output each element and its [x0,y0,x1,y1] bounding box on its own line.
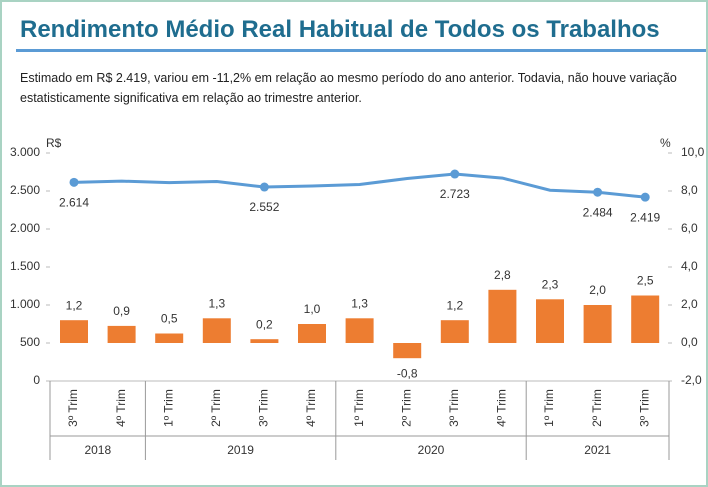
data-label: 1,2 [446,298,463,312]
bar [298,324,326,343]
bar [631,295,660,343]
y2-tick-label: 2,0 [681,297,698,311]
x-tick-label: 3º Trim [66,389,80,427]
data-label: 0,9 [113,304,130,318]
y-tick-label: 500 [20,335,40,349]
y2-tick-label: 0,0 [681,335,698,349]
line-marker [640,192,650,202]
bar [107,325,136,343]
y2-tick-label: 4,0 [681,259,698,273]
bar [202,318,231,343]
group-label: 2021 [584,443,611,457]
y2-tick-label: 6,0 [681,221,698,235]
chart-subtitle: Estimado em R$ 2.419, variou em -11,2% e… [20,71,677,105]
x-tick-label: 2º Trim [590,389,604,427]
y-tick-label: 2.000 [10,221,40,235]
chart-title: Rendimento Médio Real Habitual de Todos … [20,16,660,43]
data-label: 1,3 [208,296,225,310]
line [73,172,646,199]
data-label: 2.614 [59,196,89,210]
x-tick-label: 3º Trim [637,389,651,427]
bar [488,289,517,343]
y2-tick-label: -2,0 [681,373,702,387]
data-label: 2,0 [589,283,606,297]
x-tick-label: 4º Trim [114,389,128,427]
bar [393,343,422,359]
x-tick-label: 1º Trim [542,389,556,427]
y-tick-label: 0 [33,373,40,387]
data-label: 1,3 [351,296,368,310]
data-label: 2,5 [637,274,654,288]
data-label: 2.484 [583,205,613,219]
y2-tick-label: 8,0 [681,183,698,197]
x-tick-label: 3º Trim [257,389,271,427]
x-tick-label: 1º Trim [161,389,175,427]
y-tick-label: 1.000 [10,297,40,311]
bar [155,333,184,343]
bar [536,299,564,343]
group-label: 2019 [227,443,254,457]
data-label: 2,8 [494,268,511,282]
x-tick-label: 3º Trim [447,389,461,427]
x-tick-label: 4º Trim [495,389,509,427]
group-label: 2018 [84,443,111,457]
title-rule [16,49,706,52]
data-label: 0,5 [161,312,178,326]
y2-tick-label: 10,0 [681,145,705,159]
data-label: -0,8 [397,366,418,380]
data-label: 1,0 [304,302,321,316]
bar [583,305,612,343]
bar [250,339,279,343]
x-tick-label: 2º Trim [209,389,223,427]
line-marker [450,169,460,179]
data-label: 2,3 [542,277,559,291]
y-tick-label: 1.500 [10,259,40,273]
bar [440,320,469,343]
data-label: 0,2 [256,317,273,331]
y-tick-label: 2.500 [10,183,40,197]
line-marker [259,182,269,192]
x-tick-label: 2º Trim [399,389,413,427]
data-label: 2.419 [630,210,660,224]
data-label: 1,2 [66,298,83,312]
data-label: 2.552 [249,200,279,214]
group-label: 2020 [418,443,445,457]
y2-axis-label: % [660,136,671,150]
line-marker [593,187,603,197]
y-tick-label: 3.000 [10,145,40,159]
x-tick-label: 4º Trim [304,389,318,427]
x-tick-label: 1º Trim [352,389,366,427]
line-marker [69,177,79,187]
data-label: 2.723 [440,187,470,201]
bar [345,318,374,343]
y-axis-label: R$ [46,136,62,150]
bar [60,320,88,343]
